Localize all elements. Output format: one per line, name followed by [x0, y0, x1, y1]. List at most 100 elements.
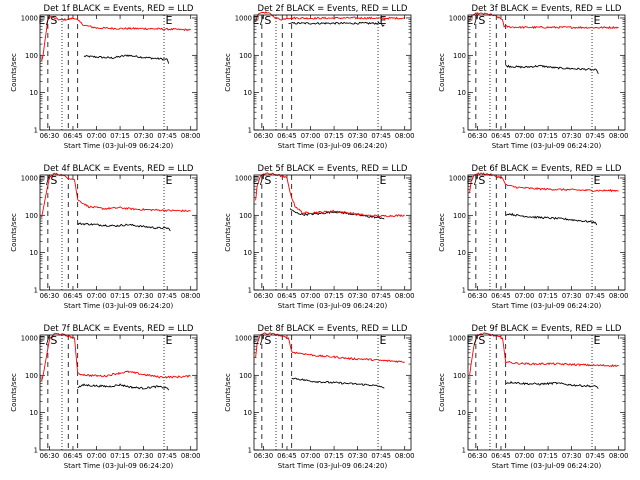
x-tick-label: 07:30 — [348, 292, 368, 300]
plot-frame — [467, 334, 626, 451]
y-tick-label: 1 — [462, 287, 466, 295]
x-tick-label: 06:45 — [63, 292, 83, 300]
x-tick-label: 07:45 — [157, 452, 177, 460]
y-tick-label: 100 — [25, 372, 38, 380]
y-axis-label: Counts/sec — [10, 213, 18, 252]
y-tick-label: 1 — [248, 127, 252, 135]
plot-frame — [467, 14, 626, 131]
y-tick-label: 1 — [248, 287, 252, 295]
detector-panel-6: Det 6f BLACK = Events, RED = LLD Counts/s… — [438, 164, 629, 310]
x-tick-label: 06:30 — [468, 292, 488, 300]
start-s-marker-label: S — [478, 174, 485, 187]
x-tick-label: 06:45 — [63, 132, 83, 140]
x-tick-label: 06:30 — [468, 452, 488, 460]
x-tick-label: 06:45 — [63, 452, 83, 460]
end-e-marker-label: E — [166, 334, 173, 347]
events-trace — [77, 222, 171, 232]
x-tick-label: 08:00 — [181, 452, 201, 460]
y-tick-label: 100 — [25, 52, 38, 60]
y-tick-label: 1000 — [21, 14, 38, 22]
end-e-marker-label: E — [594, 14, 601, 27]
x-tick-label: 08:00 — [181, 132, 201, 140]
plot-frame — [39, 334, 198, 451]
detector-panel-4: Det 4f BLACK = Events, RED = LLD Counts/s… — [10, 164, 201, 310]
events-trace — [505, 212, 598, 226]
y-axis-label: Counts/sec — [224, 213, 232, 252]
x-tick-label: 07:00 — [87, 452, 107, 460]
start-s-marker-label: S — [50, 334, 57, 347]
x-tick-label: 06:30 — [40, 132, 60, 140]
end-e-marker-label: E — [166, 14, 173, 27]
y-tick-label: 1000 — [21, 174, 38, 182]
x-tick-label: 07:00 — [301, 292, 321, 300]
x-tick-label: 07:00 — [515, 132, 535, 140]
marker-slash — [473, 14, 478, 26]
panel-title: Det 5f BLACK = Events, RED = LLD — [258, 164, 408, 174]
x-axis-label: Start Time (03-Jul-09 06:24:20) — [278, 462, 388, 470]
marker-slash — [45, 174, 50, 186]
x-tick-label: 07:00 — [87, 292, 107, 300]
y-axis-label: Counts/sec — [438, 373, 446, 412]
y-tick-label: 1000 — [21, 334, 38, 342]
x-tick-label: 07:30 — [348, 452, 368, 460]
start-e-marker-label: E — [466, 14, 473, 27]
lld-trace — [41, 15, 191, 62]
y-tick-label: 100 — [453, 212, 466, 220]
start-s-marker-label: S — [478, 334, 485, 347]
detector-panel-1: Det 1f BLACK = Events, RED = LLD Counts/s… — [10, 4, 201, 150]
panel-title: Det 6f BLACK = Events, RED = LLD — [472, 164, 622, 174]
y-axis-label: Counts/sec — [10, 373, 18, 412]
x-tick-label: 07:15 — [324, 292, 344, 300]
x-tick-label: 07:45 — [157, 132, 177, 140]
x-tick-label: 07:00 — [87, 132, 107, 140]
y-tick-label: 10 — [457, 249, 466, 257]
lld-trace — [255, 332, 405, 364]
x-tick-label: 07:45 — [585, 132, 605, 140]
plot-frame — [253, 14, 412, 131]
panel-title: Det 2f BLACK = Events, RED = LLD — [258, 4, 408, 14]
y-axis-label: Counts/sec — [438, 213, 446, 252]
start-s-marker-label: S — [264, 174, 271, 187]
y-tick-label: 1 — [34, 127, 38, 135]
x-tick-label: 06:45 — [277, 452, 297, 460]
x-tick-label: 07:45 — [157, 292, 177, 300]
x-tick-label: 06:30 — [254, 132, 274, 140]
x-tick-label: 07:15 — [110, 292, 130, 300]
detector-panel-2: Det 2f BLACK = Events, RED = LLD Counts/s… — [224, 4, 415, 150]
y-axis-label: Counts/sec — [10, 53, 18, 92]
x-tick-label: 07:30 — [134, 132, 154, 140]
marker-slash — [259, 334, 264, 346]
x-tick-label: 07:45 — [371, 452, 391, 460]
events-trace — [83, 54, 170, 64]
lld-trace — [41, 332, 191, 382]
lld-trace — [255, 172, 405, 218]
plot-frame — [39, 14, 198, 131]
x-tick-label: 07:15 — [324, 132, 344, 140]
x-tick-label: 08:00 — [395, 132, 415, 140]
x-tick-label: 07:15 — [538, 292, 558, 300]
x-tick-label: 07:15 — [324, 452, 344, 460]
x-axis-label: Start Time (03-Jul-09 06:24:20) — [278, 302, 388, 310]
detector-panel-8: Det 8f BLACK = Events, RED = LLD Counts/s… — [224, 324, 415, 470]
y-tick-label: 1 — [462, 127, 466, 135]
start-e-marker-label: E — [252, 334, 259, 347]
start-s-marker-label: S — [50, 14, 57, 27]
end-e-marker-label: E — [380, 334, 387, 347]
y-tick-label: 10 — [29, 409, 38, 417]
lld-trace — [255, 11, 405, 22]
x-tick-label: 07:15 — [110, 132, 130, 140]
start-s-marker-label: S — [478, 14, 485, 27]
y-axis-label: Counts/sec — [438, 53, 446, 92]
detector-panel-7: Det 7f BLACK = Events, RED = LLD Counts/s… — [10, 324, 201, 470]
x-axis-label: Start Time (03-Jul-09 06:24:20) — [492, 462, 602, 470]
y-tick-label: 1 — [34, 447, 38, 455]
start-e-marker-label: E — [466, 334, 473, 347]
y-tick-label: 10 — [457, 89, 466, 97]
end-e-marker-label: E — [166, 174, 173, 187]
x-tick-label: 07:45 — [371, 292, 391, 300]
plot-frame — [39, 174, 198, 291]
x-tick-label: 07:00 — [301, 132, 321, 140]
plot-frame — [467, 174, 626, 291]
x-tick-label: 07:30 — [134, 452, 154, 460]
